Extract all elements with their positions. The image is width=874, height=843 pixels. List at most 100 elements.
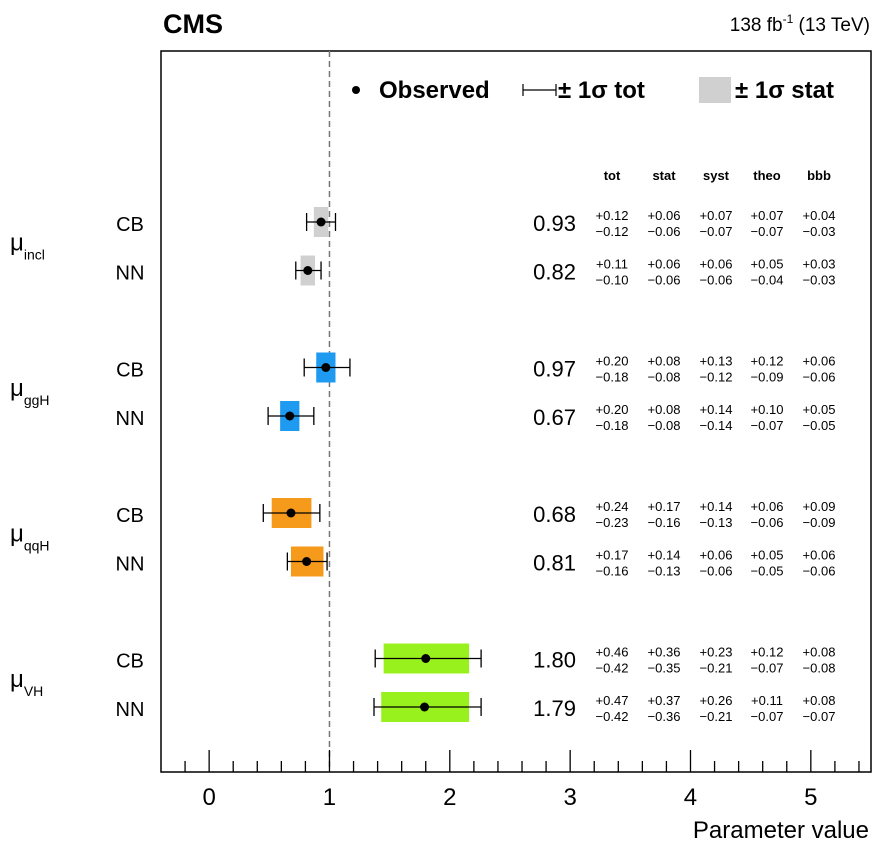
row-label: CB — [116, 505, 144, 527]
central-value: 0.97 — [533, 357, 576, 382]
uncertainty-down: −0.13 — [648, 564, 681, 579]
uncertainty-up: +0.37 — [648, 693, 681, 708]
uncertainty-up: +0.46 — [596, 645, 629, 660]
uncertainty-down: −0.06 — [803, 564, 836, 579]
parameter-symbol: μ — [10, 666, 24, 693]
column-header-bbb: bbb — [807, 168, 831, 183]
uncertainty-down: −0.09 — [803, 515, 836, 530]
observed-point — [303, 266, 313, 275]
uncertainty-down: −0.04 — [751, 273, 784, 288]
uncertainty-up: +0.05 — [751, 257, 784, 272]
parameter-symbol: μ — [10, 229, 24, 256]
uncertainty-down: −0.09 — [751, 370, 784, 385]
observed-point — [302, 557, 312, 566]
uncertainty-down: −0.03 — [803, 224, 836, 239]
uncertainty-up: +0.11 — [596, 257, 628, 272]
x-tick-label: 3 — [563, 784, 576, 811]
uncertainty-down: −0.10 — [596, 273, 629, 288]
uncertainty-down: −0.21 — [700, 709, 733, 724]
uncertainty-up: +0.07 — [700, 208, 733, 223]
uncertainty-down: −0.06 — [648, 273, 681, 288]
row-label: NN — [116, 699, 145, 721]
uncertainty-down: −0.07 — [751, 709, 784, 724]
legend-tot-marker — [522, 84, 557, 96]
row-label: CB — [116, 360, 144, 382]
central-value: 0.68 — [533, 502, 576, 527]
uncertainty-up: +0.10 — [751, 402, 784, 417]
x-axis: 0 1 2 3 4 5 — [184, 750, 860, 811]
observed-point — [286, 508, 296, 518]
uncertainty-down: −0.08 — [648, 418, 681, 433]
uncertainty-up: +0.26 — [700, 693, 733, 708]
uncertainty-down: −0.13 — [700, 515, 733, 530]
uncertainty-up: +0.14 — [648, 548, 681, 563]
row-label: CB — [116, 214, 144, 236]
uncertainty-up: +0.12 — [751, 645, 784, 660]
uncertainty-down: −0.07 — [803, 709, 836, 724]
parameter-subscript: qqH — [24, 537, 50, 553]
observed-point — [421, 654, 431, 663]
uncertainty-down: −0.16 — [596, 564, 629, 579]
uncertainty-up: +0.14 — [700, 402, 733, 417]
x-tick-label: 1 — [323, 784, 336, 811]
uncertainty-up: +0.12 — [596, 208, 629, 223]
uncertainty-up: +0.08 — [803, 693, 836, 708]
observed-point — [420, 702, 430, 712]
row-label: NN — [116, 408, 145, 430]
uncertainty-up: +0.06 — [803, 548, 836, 563]
uncertainty-down: −0.07 — [751, 224, 784, 239]
uncertainty-down: −0.07 — [700, 224, 733, 239]
uncertainty-up: +0.04 — [803, 208, 836, 223]
uncertainty-down: −0.06 — [700, 564, 733, 579]
uncertainty-down: −0.18 — [596, 370, 629, 385]
luminosity-label: 138 fb-1 (13 TeV) — [730, 12, 870, 36]
observed-point — [285, 411, 295, 421]
central-value: 0.81 — [533, 551, 576, 576]
uncertainty-up: +0.06 — [803, 354, 836, 369]
legend: Observed ± 1σ tot ± 1σ stat — [352, 77, 834, 104]
x-tick-label: 2 — [443, 784, 456, 811]
uncertainty-up: +0.36 — [648, 645, 681, 660]
column-header-syst: syst — [703, 168, 730, 183]
uncertainty-down: −0.18 — [596, 418, 629, 433]
data-marks — [262, 207, 482, 722]
uncertainty-down: −0.05 — [751, 564, 784, 579]
legend-observed-label: Observed — [379, 77, 490, 104]
legend-tot-label: ± 1σ tot — [558, 77, 645, 104]
uncertainty-up: +0.20 — [596, 402, 629, 417]
uncertainty-up: +0.14 — [700, 499, 733, 514]
uncertainty-down: −0.06 — [751, 515, 784, 530]
uncertainty-up: +0.05 — [803, 402, 836, 417]
uncertainty-up: +0.06 — [700, 548, 733, 563]
central-value: 0.67 — [533, 405, 576, 430]
uncertainty-up: +0.06 — [648, 208, 681, 223]
uncertainty-up: +0.06 — [751, 499, 784, 514]
column-header-tot: tot — [604, 168, 621, 183]
uncertainty-down: −0.14 — [700, 418, 733, 433]
uncertainty-up: +0.05 — [751, 548, 784, 563]
uncertainty-down: −0.06 — [803, 370, 836, 385]
uncertainty-up: +0.17 — [648, 499, 681, 514]
column-header-stat: stat — [652, 168, 676, 183]
uncertainty-down: −0.12 — [700, 370, 733, 385]
parameter-symbol: μ — [10, 375, 24, 402]
central-value: 1.79 — [533, 696, 576, 721]
uncertainty-up: +0.11 — [751, 693, 783, 708]
plot-frame — [160, 50, 872, 773]
value-table: 0.93 +0.12 +0.06 +0.07 +0.07 +0.04 −0.12 −0.06 −… — [533, 208, 835, 724]
legend-observed-marker — [352, 86, 360, 94]
parameter-label-VH: μVH — [10, 666, 43, 699]
x-tick-label: 0 — [202, 784, 215, 811]
uncertainty-down: −0.36 — [648, 709, 681, 724]
uncertainty-down: −0.21 — [700, 661, 733, 676]
observed-point — [321, 363, 331, 372]
uncertainty-down: −0.23 — [596, 515, 629, 530]
x-tick-label: 4 — [684, 784, 697, 811]
uncertainty-up: +0.20 — [596, 354, 629, 369]
uncertainty-down: −0.07 — [751, 661, 784, 676]
uncertainty-up: +0.17 — [596, 548, 629, 563]
x-tick-label: 5 — [804, 784, 817, 811]
column-headers: tot stat syst theo bbb — [604, 168, 831, 183]
